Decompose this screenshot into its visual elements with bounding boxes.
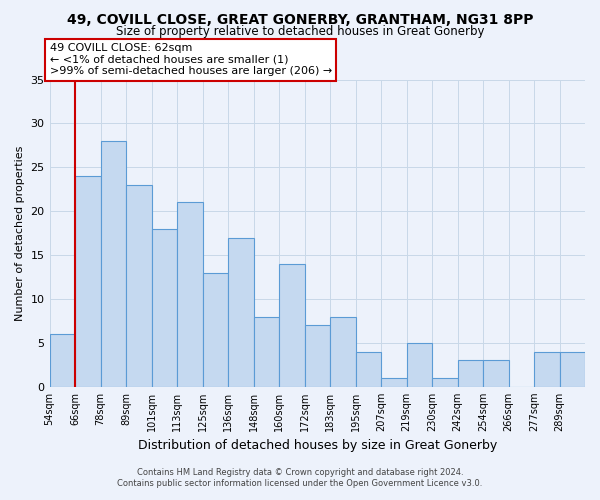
Bar (356, 352, 381, 387)
Bar (330, 316, 356, 387)
Bar (101, 141, 126, 387)
Bar (177, 202, 203, 387)
Bar (483, 360, 509, 387)
Bar (458, 360, 483, 387)
Bar (305, 326, 330, 387)
Text: Contains HM Land Registry data © Crown copyright and database right 2024.
Contai: Contains HM Land Registry data © Crown c… (118, 468, 482, 487)
Bar (381, 378, 407, 387)
Bar (407, 343, 432, 387)
Bar (534, 352, 560, 387)
Bar (228, 238, 254, 387)
Text: 49, COVILL CLOSE, GREAT GONERBY, GRANTHAM, NG31 8PP: 49, COVILL CLOSE, GREAT GONERBY, GRANTHA… (67, 12, 533, 26)
Bar (50, 334, 75, 387)
Y-axis label: Number of detached properties: Number of detached properties (15, 146, 25, 321)
Text: Size of property relative to detached houses in Great Gonerby: Size of property relative to detached ho… (116, 25, 484, 38)
X-axis label: Distribution of detached houses by size in Great Gonerby: Distribution of detached houses by size … (137, 440, 497, 452)
Bar (432, 378, 458, 387)
Bar (75, 176, 101, 387)
Bar (126, 185, 152, 387)
Bar (254, 316, 279, 387)
Text: 49 COVILL CLOSE: 62sqm
← <1% of detached houses are smaller (1)
>99% of semi-det: 49 COVILL CLOSE: 62sqm ← <1% of detached… (50, 44, 332, 76)
Bar (203, 272, 228, 387)
Bar (279, 264, 305, 387)
Bar (560, 352, 585, 387)
Bar (152, 229, 177, 387)
